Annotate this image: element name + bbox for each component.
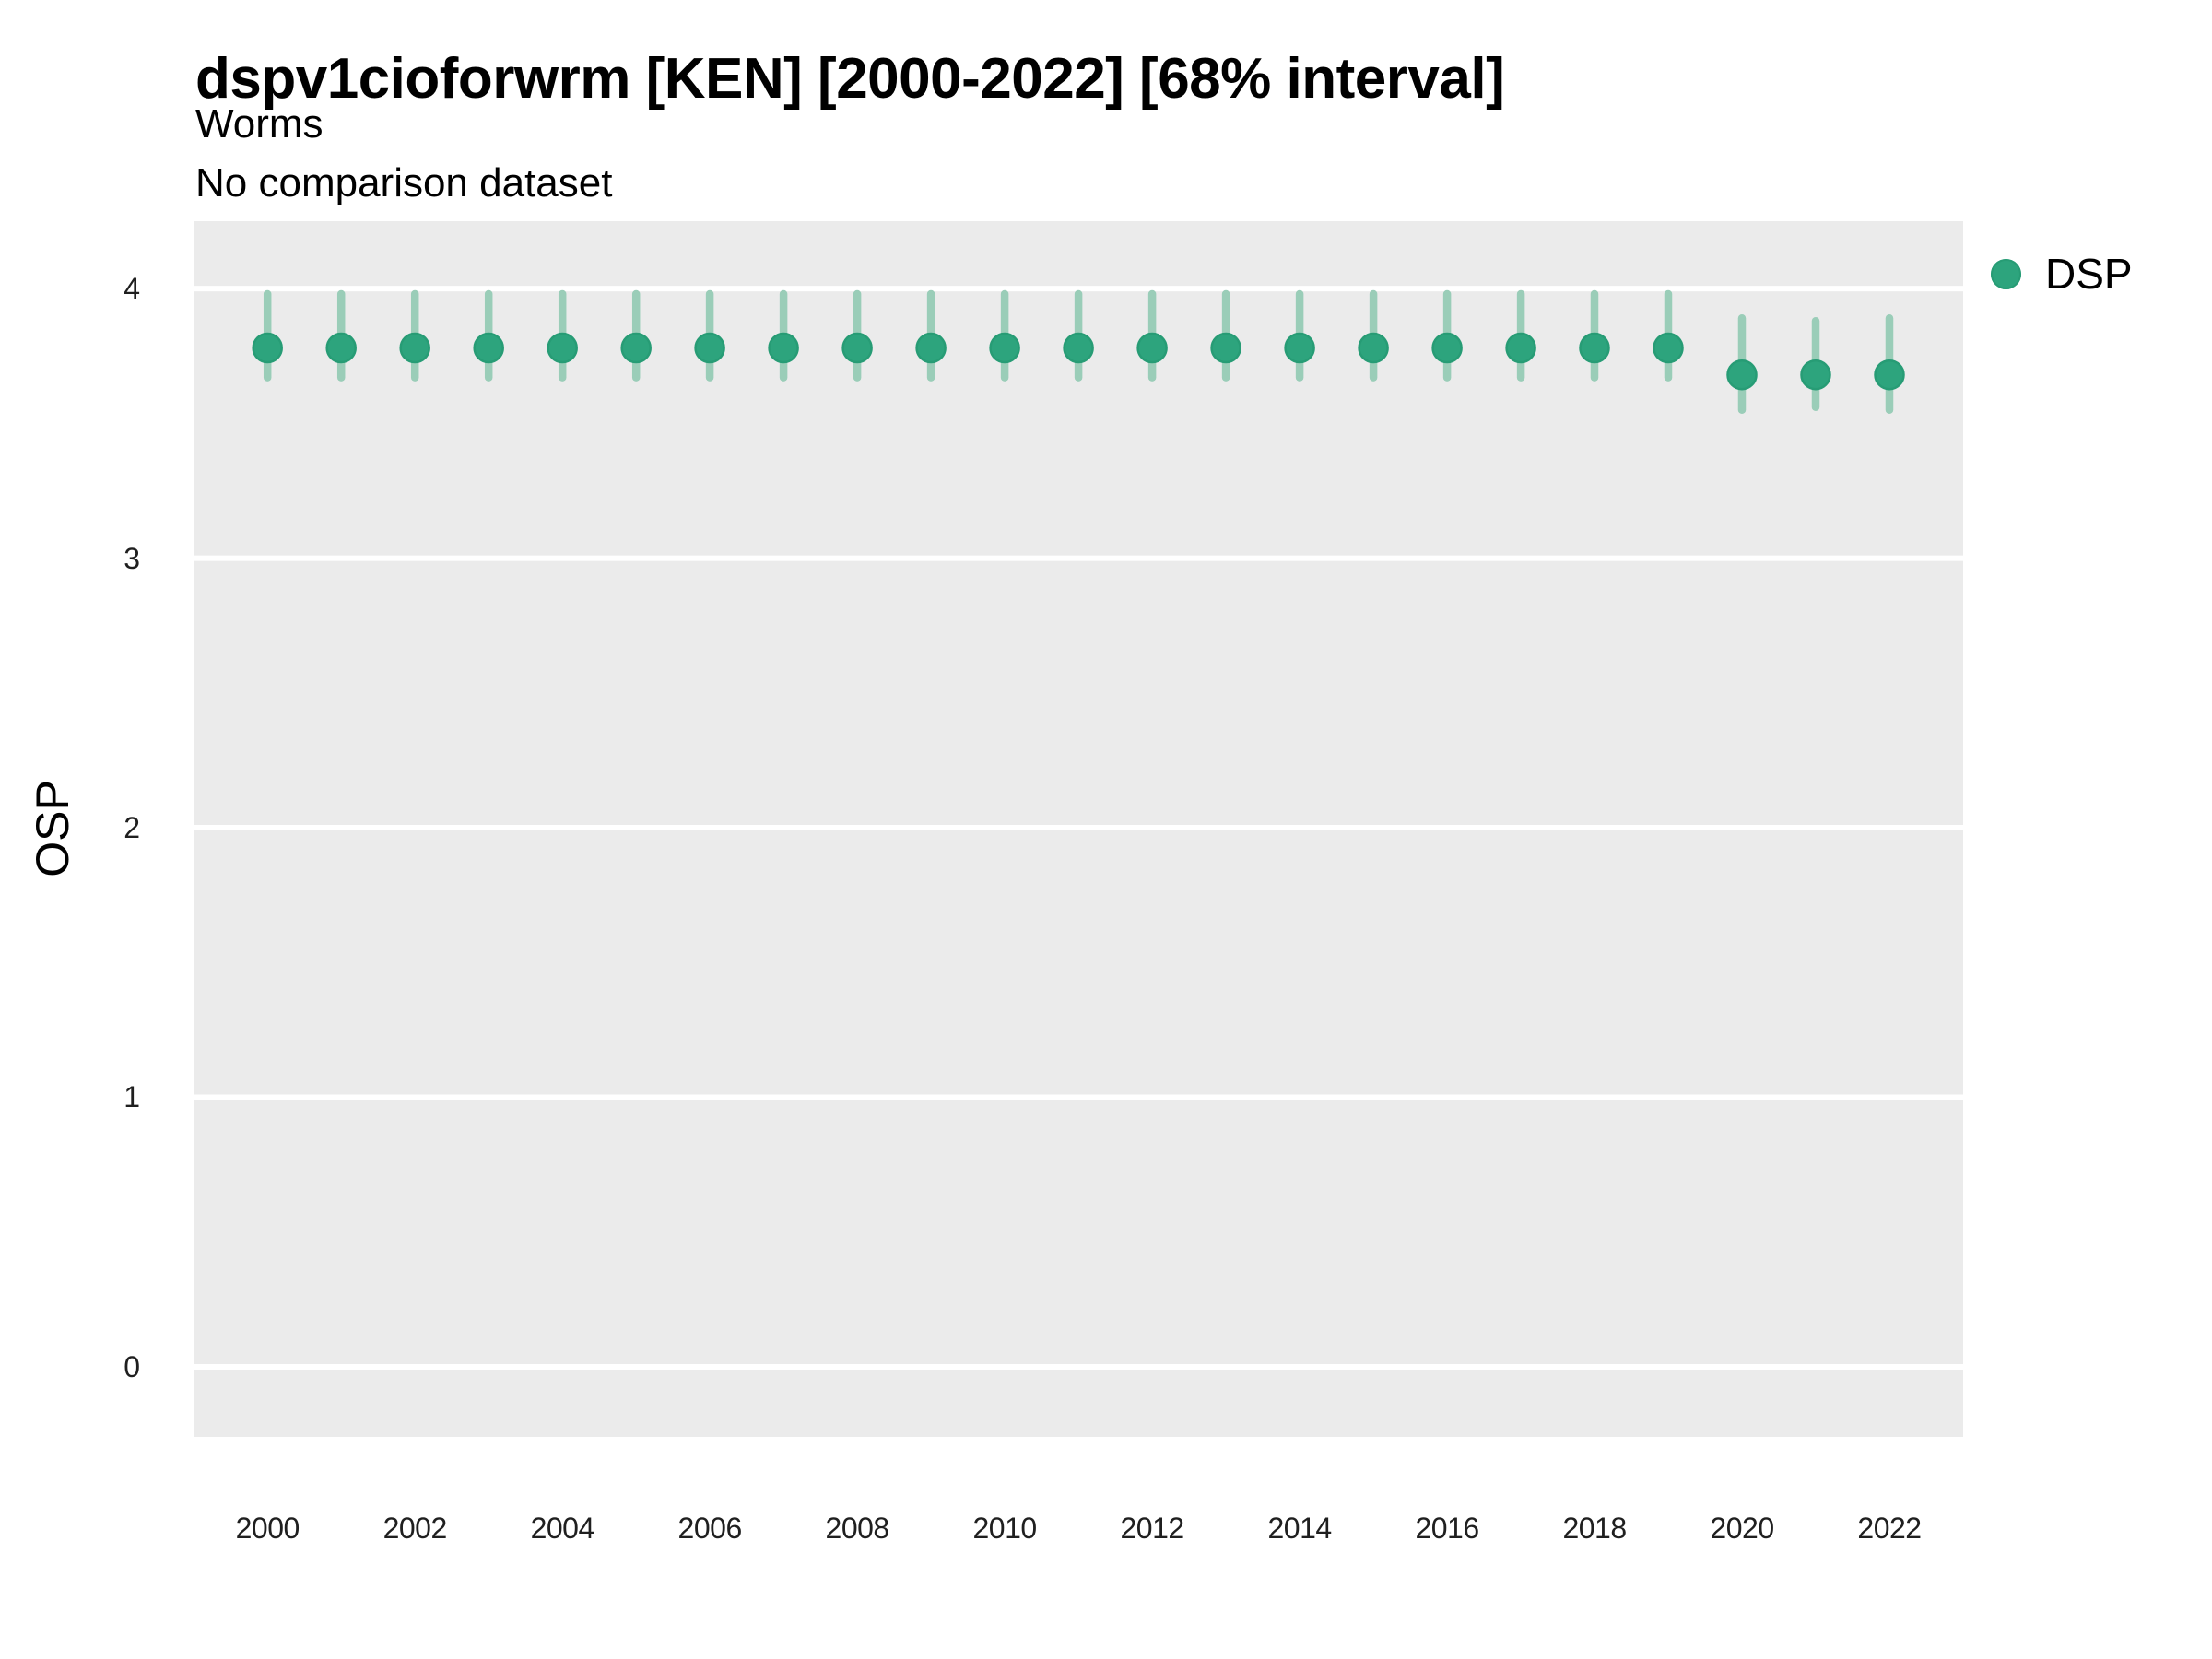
x-tick-label-2018: 2018 bbox=[1562, 1512, 1627, 1545]
data-point-2021 bbox=[1800, 359, 1831, 391]
data-point-2018 bbox=[1579, 332, 1610, 364]
y-tick-label-4: 4 bbox=[124, 272, 140, 306]
y-tick-label-1: 1 bbox=[124, 1080, 140, 1114]
data-point-2020 bbox=[1726, 359, 1758, 391]
x-tick-label-2012: 2012 bbox=[1120, 1512, 1184, 1545]
legend-label: DSP bbox=[2045, 250, 2133, 298]
data-point-2019 bbox=[1653, 332, 1684, 364]
x-tick-label-2022: 2022 bbox=[1857, 1512, 1922, 1545]
x-tick-label-2010: 2010 bbox=[972, 1512, 1038, 1545]
data-point-2011 bbox=[1063, 332, 1094, 364]
data-point-2010 bbox=[989, 332, 1020, 364]
data-point-2015 bbox=[1358, 332, 1389, 364]
chart-title: dspv1cioforwrm [KEN] [2000-2022] [68% in… bbox=[195, 47, 1505, 111]
legend-point-marker-icon bbox=[1991, 258, 2021, 289]
x-tick-label-2000: 2000 bbox=[235, 1512, 300, 1545]
x-tick-label-2020: 2020 bbox=[1710, 1512, 1774, 1545]
data-point-2001 bbox=[325, 332, 357, 364]
x-tick-label-2008: 2008 bbox=[825, 1512, 890, 1545]
data-point-2016 bbox=[1431, 332, 1463, 364]
data-point-2006 bbox=[694, 332, 725, 364]
y-tick-label-3: 3 bbox=[124, 541, 140, 575]
plot-area-svg bbox=[194, 286, 1963, 1370]
plot-panel bbox=[194, 221, 1963, 1437]
data-point-2009 bbox=[915, 332, 947, 364]
data-point-2014 bbox=[1284, 332, 1315, 364]
data-point-2005 bbox=[620, 332, 652, 364]
legend: DSP bbox=[1991, 251, 2133, 297]
data-point-2007 bbox=[768, 332, 799, 364]
data-point-2000 bbox=[252, 332, 283, 364]
x-tick-label-2006: 2006 bbox=[677, 1512, 743, 1545]
data-point-2013 bbox=[1210, 332, 1241, 364]
y-tick-label-0: 0 bbox=[124, 1349, 140, 1383]
x-tick-label-2014: 2014 bbox=[1267, 1512, 1332, 1545]
data-point-2003 bbox=[473, 332, 504, 364]
chart-subtitle: Worms bbox=[195, 101, 324, 147]
data-point-2012 bbox=[1136, 332, 1168, 364]
x-tick-label-2004: 2004 bbox=[530, 1512, 595, 1545]
comparison-note: No comparison dataset bbox=[195, 160, 613, 206]
data-point-2022 bbox=[1874, 359, 1905, 391]
data-point-2004 bbox=[547, 332, 578, 364]
x-tick-label-2002: 2002 bbox=[382, 1512, 448, 1545]
x-tick-label-2016: 2016 bbox=[1415, 1512, 1479, 1545]
y-tick-label-2: 2 bbox=[124, 811, 140, 845]
data-point-2002 bbox=[399, 332, 430, 364]
data-point-2008 bbox=[841, 332, 873, 364]
data-point-2017 bbox=[1505, 332, 1536, 364]
